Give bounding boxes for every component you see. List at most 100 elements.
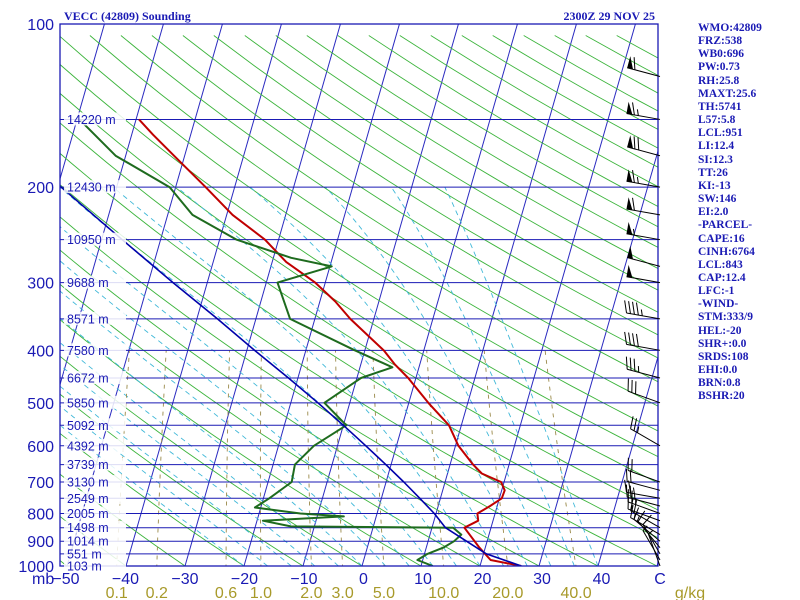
wind-barb-pennant <box>626 197 633 210</box>
sounding-profiles <box>60 118 522 566</box>
wind-barb <box>626 169 661 188</box>
height-label: 1498 m <box>67 521 109 535</box>
index-item: HEL:-20 <box>698 324 742 337</box>
height-label: 7580 m <box>67 344 109 358</box>
mixing-ratio-line <box>426 350 445 566</box>
wind-barb-staff <box>642 530 661 561</box>
wind-barb-flag <box>625 468 628 482</box>
wind-barb-flag <box>633 57 636 70</box>
mixing-ratio-line <box>335 350 344 566</box>
temperature-tick-label: −20 <box>231 571 258 588</box>
temperature-axis: −50 −40 −30 −20 −10 0 10 20 30 40 C <box>52 571 665 588</box>
wind-barb-half-flag <box>632 487 635 494</box>
height-label-bg <box>64 343 126 357</box>
mixing-ratio-tick-label: 0.1 <box>106 585 128 600</box>
height-label-bg <box>64 438 126 452</box>
wind-barb-pennant <box>626 169 633 183</box>
mixing-ratio-tick-label: 2.0 <box>300 585 322 600</box>
wind-barb-flag <box>625 356 628 370</box>
wind-barb-flag <box>624 479 628 493</box>
mixing-ratio-tick-label: 20.0 <box>492 585 523 600</box>
wind-barb-staff <box>627 481 661 491</box>
pressure-tick-label: 100 <box>27 17 54 34</box>
mixing-ratio-tick-label: 40.0 <box>560 585 591 600</box>
wind-barb-flag <box>633 358 636 372</box>
index-item: BRN:0.8 <box>698 377 741 390</box>
wind-barb-flag <box>628 480 631 494</box>
wind-barb-staff <box>626 312 661 320</box>
moist-adiabat <box>60 385 292 566</box>
wind-barb <box>626 197 661 216</box>
wind-barb <box>624 331 661 351</box>
temperature-tick-label: 20 <box>474 571 492 588</box>
dry-adiabat <box>89 35 658 407</box>
height-label: 3130 m <box>67 476 109 490</box>
height-label: 12430 m <box>67 181 116 195</box>
temperature-tick-label: −50 <box>52 571 79 588</box>
height-label-bg <box>64 457 126 471</box>
dry-adiabat <box>60 184 658 566</box>
dry-adiabat <box>60 92 658 484</box>
index-item: -PARCEL- <box>698 219 753 232</box>
dry-adiabat <box>60 63 658 458</box>
height-label: 9688 m <box>67 276 109 290</box>
pressure-tick-label: 500 <box>27 396 54 413</box>
dry-adiabat <box>275 35 658 270</box>
wind-barb-half-flag <box>636 109 639 116</box>
wind-barb-flag <box>635 333 639 347</box>
index-item: WB0:696 <box>698 48 744 61</box>
wind-barb <box>627 135 661 157</box>
dry-adiabat <box>120 35 658 383</box>
index-item: KI:-13 <box>698 179 731 192</box>
height-label-bg <box>64 491 126 505</box>
height-label-bg <box>64 275 126 289</box>
wind-barb-staff <box>626 343 661 351</box>
isobar-lines <box>60 23 658 567</box>
station-title: VECC (42809) Sounding <box>64 9 191 23</box>
wind-barb <box>624 479 661 499</box>
wind-barb-staff <box>627 368 661 379</box>
height-label: 2549 m <box>67 492 109 506</box>
isotherm <box>302 24 459 566</box>
index-item: RH:25.8 <box>698 74 740 87</box>
pressure-tick-label: 200 <box>27 180 54 197</box>
wind-barb-pennant <box>627 246 633 260</box>
height-label-bg <box>64 475 126 489</box>
height-label-bg <box>64 311 126 325</box>
dry-adiabat <box>60 152 658 539</box>
temperature-tick-label: 0 <box>359 571 368 588</box>
pressure-tick-label: 700 <box>27 475 54 492</box>
height-label-bg <box>64 520 126 534</box>
wind-barb-half-flag <box>640 309 643 316</box>
pressure-tick-label: 600 <box>27 439 54 456</box>
height-label-bg <box>64 559 126 572</box>
moist-adiabat <box>60 290 386 566</box>
height-label: 5850 m <box>67 396 109 410</box>
wind-barb <box>627 246 661 267</box>
dry-adiabat <box>60 283 481 566</box>
height-label: 551 m <box>67 547 102 561</box>
mixing-ratio-axis: 0.1 0.2 0.6 1.0 2.0 3.0 5.0 10.0 20.0 40.0 g/kg <box>106 585 706 600</box>
mixing-ratio-tick-label: 1.0 <box>250 585 272 600</box>
index-item: FRZ:538 <box>698 35 743 48</box>
wind-barb-staff <box>627 257 661 267</box>
isotherm <box>538 149 658 566</box>
wind-barb-staff <box>633 518 661 542</box>
wind-barb-staff <box>626 491 661 499</box>
temperature-unit-label: C <box>654 571 666 588</box>
height-label-bg <box>64 506 126 520</box>
wind-barb-flag <box>632 197 635 211</box>
plot-frame <box>59 23 659 567</box>
height-label-bg <box>64 395 126 409</box>
height-label: 1014 m <box>67 535 109 549</box>
wind-barb <box>626 101 661 120</box>
height-label: 103 m <box>67 560 102 574</box>
index-item: SHR+:0.0 <box>698 337 747 350</box>
wind-barb-staff <box>627 469 661 483</box>
height-label-bg <box>64 180 126 194</box>
index-item: LFC:-1 <box>698 285 735 298</box>
wind-barb-pennant <box>626 222 633 235</box>
wind-barb-pennant <box>627 56 633 70</box>
